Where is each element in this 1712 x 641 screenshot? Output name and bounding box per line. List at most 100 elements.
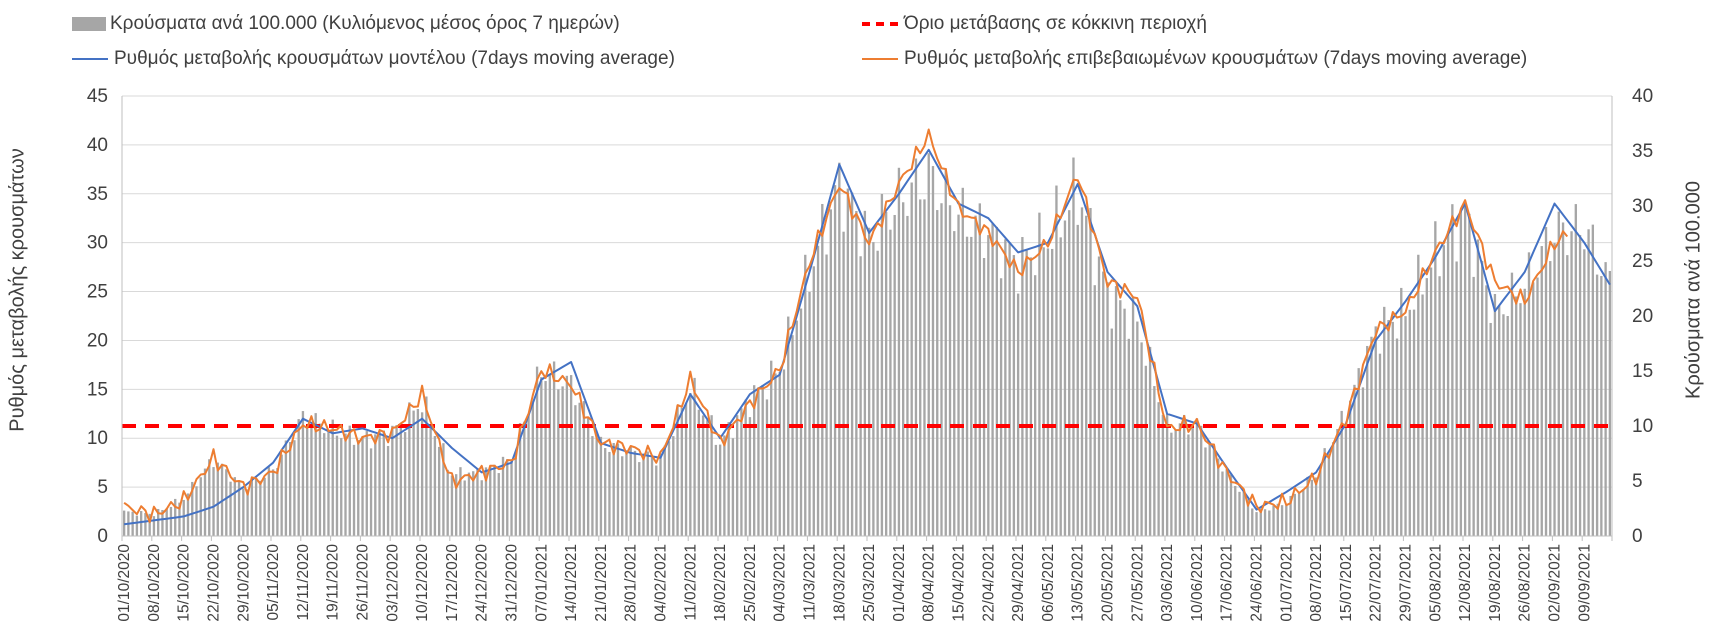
left-tick-label: 0 (97, 526, 108, 547)
bar (659, 453, 662, 536)
bar (1276, 503, 1279, 536)
bar (1344, 425, 1348, 536)
bar (1161, 414, 1165, 536)
bar (1217, 458, 1220, 536)
bar (1421, 294, 1424, 536)
bar (514, 454, 517, 536)
bar (880, 193, 884, 536)
legend-swatch-confirmed (862, 58, 898, 60)
bar (297, 419, 300, 536)
bar (348, 425, 351, 536)
bar (510, 460, 513, 536)
bar (799, 308, 803, 536)
bar (629, 447, 632, 536)
bar (582, 401, 586, 536)
bar (1182, 414, 1186, 536)
x-tick-label: 11/02/2021 (682, 544, 699, 620)
bar (1208, 443, 1211, 536)
bar (497, 473, 500, 536)
bar (974, 215, 977, 536)
bar (970, 236, 973, 537)
right-tick-label: 35 (1632, 141, 1653, 162)
bar (1566, 255, 1569, 536)
bar (1195, 418, 1199, 536)
bar (804, 254, 807, 536)
bar (1042, 247, 1045, 536)
bar (1242, 491, 1245, 536)
legend-label-model: Ρυθμός μεταβολής κρουσμάτων μοντέλου (7d… (114, 48, 675, 69)
bar (1251, 508, 1254, 536)
bar (625, 453, 628, 536)
bar (1493, 293, 1497, 536)
bar (169, 506, 173, 536)
bar (706, 420, 709, 536)
bar (459, 467, 462, 536)
bar (557, 389, 560, 536)
bar (1515, 296, 1518, 536)
bar (774, 373, 777, 536)
bar (446, 469, 449, 536)
bar (148, 513, 151, 536)
x-tick-label: 05/08/2021 (1427, 544, 1444, 622)
bar (157, 508, 160, 536)
x-tick-label: 12/08/2021 (1457, 544, 1474, 622)
right-axis-title: Κρούσματα ανά 100.000 (1682, 181, 1705, 399)
right-tick-label: 10 (1632, 416, 1653, 437)
bar (574, 405, 577, 536)
bar (1068, 210, 1071, 536)
x-tick-label: 25/03/2021 (861, 544, 878, 622)
bar (833, 185, 837, 536)
bar (531, 402, 534, 536)
bar (1361, 387, 1365, 536)
bar (1540, 246, 1543, 536)
bar (399, 423, 403, 536)
bar (1429, 267, 1433, 536)
bar (740, 408, 743, 536)
bar (1012, 255, 1016, 536)
bar (403, 432, 407, 536)
x-tick-label: 28/01/2021 (623, 544, 640, 622)
bar (1225, 469, 1228, 536)
legend-item-model: Ρυθμός μεταβολής κρουσμάτων μοντέλου (7d… (72, 48, 675, 70)
bar (884, 211, 888, 536)
bar (1025, 250, 1028, 536)
bar (493, 464, 496, 536)
bar (821, 203, 824, 537)
left-tick-label: 5 (97, 477, 108, 498)
bar (408, 402, 411, 536)
bar (1127, 338, 1130, 536)
x-tick-label: 31/12/2020 (504, 544, 521, 622)
bar (999, 278, 1003, 536)
bar (301, 411, 305, 536)
left-tick-label: 20 (87, 330, 108, 351)
bar (420, 412, 424, 536)
bar (825, 254, 828, 536)
bar (1016, 293, 1020, 536)
bar (506, 459, 509, 536)
bar (1144, 365, 1148, 536)
bar (1174, 429, 1177, 536)
bar (1234, 485, 1237, 536)
bar (1153, 386, 1156, 536)
bar (165, 508, 168, 536)
bar (280, 454, 283, 536)
bar (365, 431, 368, 536)
bar (1434, 221, 1437, 536)
x-tick-label: 24/06/2021 (1249, 544, 1266, 622)
bar (1595, 274, 1599, 536)
bar (318, 423, 322, 536)
bar (1608, 270, 1612, 536)
bar (1004, 239, 1007, 536)
line-series (123, 128, 1611, 526)
bar (1063, 220, 1067, 536)
bar (437, 446, 441, 536)
bar (753, 385, 756, 536)
bar (425, 396, 428, 536)
right-tick-label: 20 (1632, 306, 1653, 327)
bar (1306, 476, 1309, 536)
bar (242, 488, 245, 536)
bar (352, 444, 356, 536)
x-tick-label: 08/10/2020 (146, 544, 163, 622)
bar (416, 409, 420, 536)
bar (731, 438, 735, 536)
